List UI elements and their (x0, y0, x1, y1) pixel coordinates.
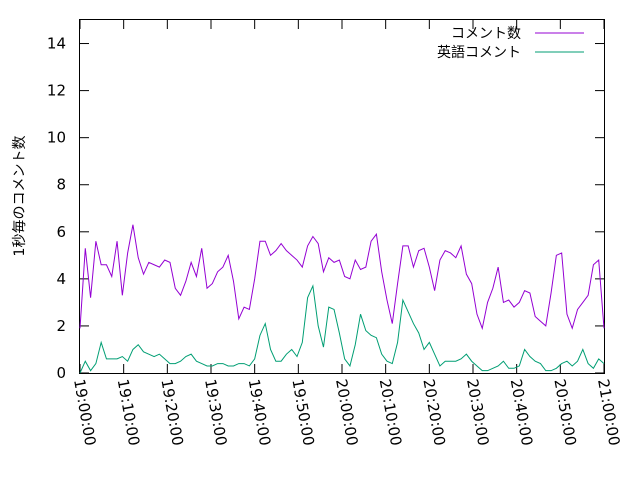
legend-label-2: 英語コメント (437, 44, 521, 61)
y-tick-label: 6 (56, 223, 66, 241)
y-tick-label: 4 (56, 270, 66, 288)
y-tick-label: 2 (56, 317, 66, 335)
y-tick-label: 0 (56, 364, 66, 382)
y-tick-label: 14 (47, 35, 66, 53)
legend-label-1: コメント数 (451, 26, 521, 42)
series-layer (79, 224, 605, 374)
y-tick-label: 12 (47, 82, 66, 100)
y-axis-ticks: 0 2 4 6 8 10 12 14 (47, 35, 604, 382)
series-line-1 (79, 224, 605, 331)
series-line-2 (79, 284, 605, 374)
y-axis-label: 1秒毎のコメント数 (12, 136, 28, 257)
y-tick-label: 10 (47, 129, 66, 147)
plot-frame (79, 19, 605, 374)
y-tick-label: 8 (56, 176, 66, 194)
